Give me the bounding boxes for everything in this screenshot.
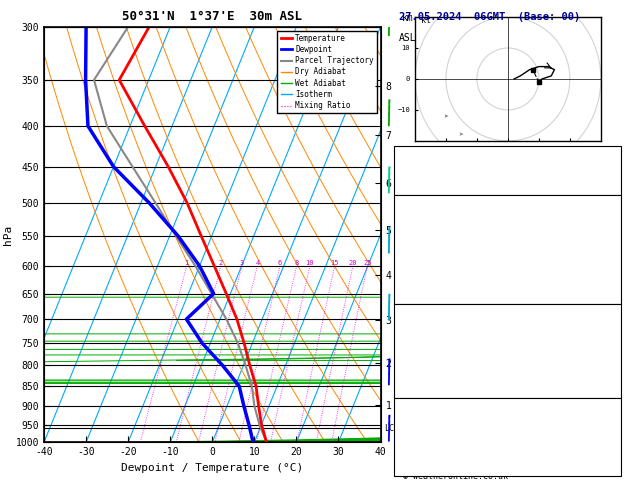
- Text: 4: 4: [255, 260, 260, 266]
- Text: θᴇ(K): θᴇ(K): [401, 245, 428, 254]
- Text: StmSpd (kt): StmSpd (kt): [401, 464, 460, 473]
- Text: ➤: ➤: [443, 112, 448, 121]
- Text: LCL: LCL: [384, 424, 399, 433]
- Text: 25: 25: [363, 260, 372, 266]
- Text: kt: kt: [421, 16, 431, 25]
- Text: 20: 20: [348, 260, 357, 266]
- Text: Lifted Index: Lifted Index: [401, 261, 466, 270]
- Text: © weatheronline.co.uk: © weatheronline.co.uk: [403, 472, 508, 481]
- Text: 15: 15: [330, 260, 339, 266]
- Text: 305: 305: [599, 245, 615, 254]
- Text: 0: 0: [610, 386, 615, 395]
- Text: PW (cm): PW (cm): [401, 183, 439, 191]
- Text: 7: 7: [610, 152, 615, 160]
- Text: Temp (°C): Temp (°C): [401, 214, 450, 223]
- Legend: Temperature, Dewpoint, Parcel Trajectory, Dry Adiabat, Wet Adiabat, Isotherm, Mi: Temperature, Dewpoint, Parcel Trajectory…: [277, 31, 377, 113]
- Text: 0: 0: [610, 292, 615, 301]
- Text: EH: EH: [401, 417, 412, 426]
- Text: 92: 92: [604, 277, 615, 285]
- Text: 6: 6: [278, 260, 282, 266]
- Text: Most Unstable: Most Unstable: [473, 307, 543, 316]
- Text: 305: 305: [599, 339, 615, 348]
- Y-axis label: hPa: hPa: [3, 225, 13, 244]
- Text: 3: 3: [240, 260, 244, 266]
- Text: 2: 2: [219, 260, 223, 266]
- Text: CAPE (J): CAPE (J): [401, 370, 444, 379]
- Text: 42: 42: [604, 167, 615, 176]
- Text: θᴇ (K): θᴇ (K): [401, 339, 433, 348]
- Text: 4: 4: [610, 355, 615, 364]
- Text: CIN (J): CIN (J): [401, 292, 439, 301]
- Text: km: km: [401, 13, 413, 22]
- Text: ASL: ASL: [399, 33, 416, 43]
- Text: 50°31'N  1°37'E  30m ASL: 50°31'N 1°37'E 30m ASL: [122, 10, 303, 22]
- Text: K: K: [401, 152, 407, 160]
- Text: 2: 2: [610, 417, 615, 426]
- X-axis label: Dewpoint / Temperature (°C): Dewpoint / Temperature (°C): [121, 463, 303, 473]
- Text: StmDir: StmDir: [401, 449, 433, 457]
- Text: 92: 92: [604, 370, 615, 379]
- Text: 12.9: 12.9: [594, 214, 615, 223]
- Text: ➤: ➤: [459, 130, 464, 139]
- Text: 9.7: 9.7: [599, 230, 615, 239]
- Text: 4: 4: [610, 261, 615, 270]
- Text: 17: 17: [604, 464, 615, 473]
- Text: 1013: 1013: [594, 324, 615, 332]
- Text: 10: 10: [306, 260, 314, 266]
- Text: Dewp (°C): Dewp (°C): [401, 230, 450, 239]
- Text: 27.05.2024  06GMT  (Base: 00): 27.05.2024 06GMT (Base: 00): [399, 12, 581, 22]
- Text: 9: 9: [610, 433, 615, 442]
- Text: Pressure (mb): Pressure (mb): [401, 324, 471, 332]
- Text: Hodograph: Hodograph: [484, 401, 532, 410]
- Text: SREH: SREH: [401, 433, 423, 442]
- Text: Surface: Surface: [489, 198, 527, 207]
- Text: 8: 8: [294, 260, 299, 266]
- Text: CAPE (J): CAPE (J): [401, 277, 444, 285]
- Text: CIN (J): CIN (J): [401, 386, 439, 395]
- Text: 1: 1: [184, 260, 189, 266]
- Text: 1.41: 1.41: [594, 183, 615, 191]
- Text: Mixing Ratio (g/kg): Mixing Ratio (g/kg): [443, 187, 452, 282]
- Text: Totals Totals: Totals Totals: [401, 167, 471, 176]
- Text: Lifted Index: Lifted Index: [401, 355, 466, 364]
- Text: 258°: 258°: [594, 449, 615, 457]
